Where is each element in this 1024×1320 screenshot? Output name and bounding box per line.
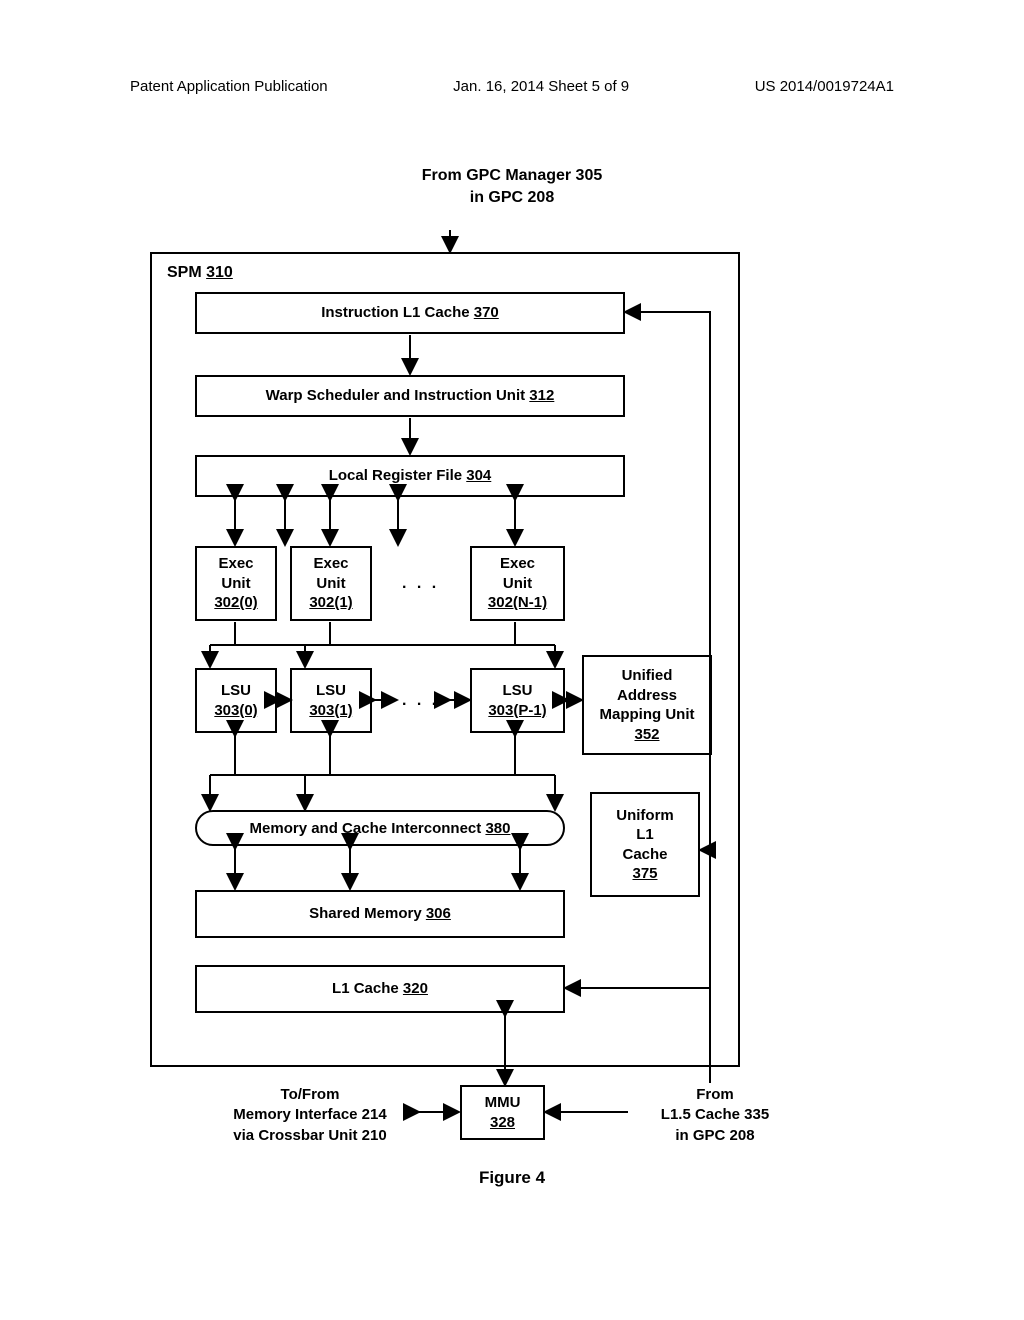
spm-label: SPM 310 xyxy=(167,264,233,282)
unified-address-mapping: UnifiedAddressMapping Unit352 xyxy=(582,655,712,755)
bottom-left-label: To/From Memory Interface 214 via Crossba… xyxy=(205,1085,415,1146)
instruction-cache: Instruction L1 Cache 370 xyxy=(195,292,625,334)
uniform-l1-cache: UniformL1Cache375 xyxy=(590,792,700,897)
memory-cache-interconnect: Memory and Cache Interconnect 380 xyxy=(195,810,565,846)
exec-unit-1: ExecUnit302(1) xyxy=(290,546,372,621)
local-register-file: Local Register File 304 xyxy=(195,455,625,497)
header-right: US 2014/0019724A1 xyxy=(755,78,894,95)
l1-cache: L1 Cache 320 xyxy=(195,965,565,1013)
header-center: Jan. 16, 2014 Sheet 5 of 9 xyxy=(453,78,629,95)
top-title: From GPC Manager 305 in GPC 208 xyxy=(0,165,1024,210)
shared-memory: Shared Memory 306 xyxy=(195,890,565,938)
lsu-p: LSU303(P-1) xyxy=(470,668,565,733)
bottom-right-label: From L1.5 Cache 335 in GPC 208 xyxy=(630,1085,800,1146)
figure-label: Figure 4 xyxy=(0,1168,1024,1188)
lsu-ellipsis: . . . xyxy=(402,692,439,710)
exec-unit-n: ExecUnit302(N-1) xyxy=(470,546,565,621)
exec-ellipsis: . . . xyxy=(402,575,439,593)
mmu: MMU328 xyxy=(460,1085,545,1140)
warp-scheduler: Warp Scheduler and Instruction Unit 312 xyxy=(195,375,625,417)
exec-unit-0: ExecUnit302(0) xyxy=(195,546,277,621)
lsu-0: LSU303(0) xyxy=(195,668,277,733)
lsu-1: LSU303(1) xyxy=(290,668,372,733)
header-left: Patent Application Publication xyxy=(130,78,328,95)
diagram: SPM 310 Instruction L1 Cache 370 Warp Sc… xyxy=(150,230,870,1150)
